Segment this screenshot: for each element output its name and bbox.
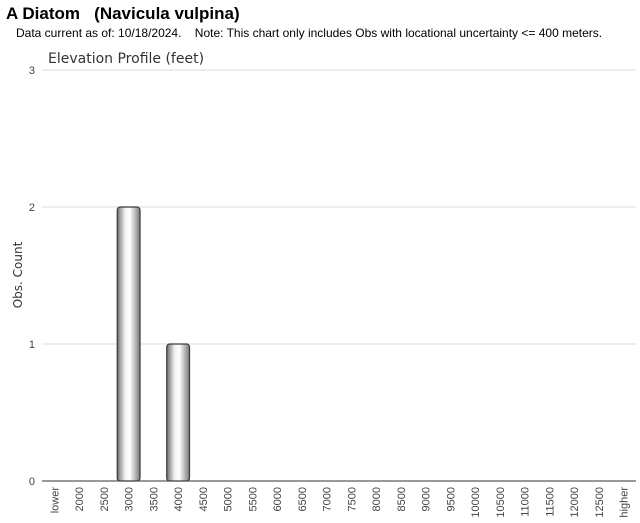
chart-title: Elevation Profile (feet) [48, 51, 204, 67]
x-tick-label: lower [49, 487, 61, 514]
x-tick-label: 5000 [223, 487, 235, 511]
bar-3000 [116, 206, 141, 482]
y-axis-label: Obs. Count [11, 241, 25, 308]
x-tick-label: 2500 [99, 487, 111, 511]
x-tick-label: 12500 [594, 487, 606, 518]
x-tick-label: 10000 [470, 487, 482, 518]
x-tick-label: 7000 [322, 487, 334, 511]
data-note: Data current as of: 10/18/2024. Note: Th… [16, 26, 603, 40]
x-tick-label: higher [619, 487, 631, 518]
y-tick-label: 0 [29, 476, 35, 488]
x-tick-label: 10500 [495, 487, 507, 518]
x-tick-label: 4500 [198, 487, 210, 511]
x-tick-label: 5500 [247, 487, 259, 511]
x-tick-label: 3500 [148, 487, 160, 511]
x-tick-label: 3000 [124, 487, 136, 511]
x-tick-label: 9000 [421, 487, 433, 511]
x-tick-label: 6500 [297, 487, 309, 511]
page-title: A Diatom (Navicula vulpina) [6, 4, 240, 23]
x-tick-label: 6000 [272, 487, 284, 511]
x-tick-label: 9500 [445, 487, 457, 511]
x-tick-label: 11500 [544, 487, 556, 517]
y-tick-label: 2 [29, 202, 35, 214]
y-tick-label: 3 [29, 65, 35, 77]
bar-4000 [166, 343, 191, 482]
y-tick-label: 1 [29, 339, 35, 351]
x-tick-label: 8000 [371, 487, 383, 511]
x-tick-label: 7500 [346, 487, 358, 511]
x-tick-label: 12000 [569, 487, 581, 518]
x-tick-label: 8500 [396, 487, 408, 511]
x-tick-label: 11000 [520, 487, 532, 517]
x-tick-label: 2000 [74, 487, 86, 511]
x-tick-label: 4000 [173, 487, 185, 511]
